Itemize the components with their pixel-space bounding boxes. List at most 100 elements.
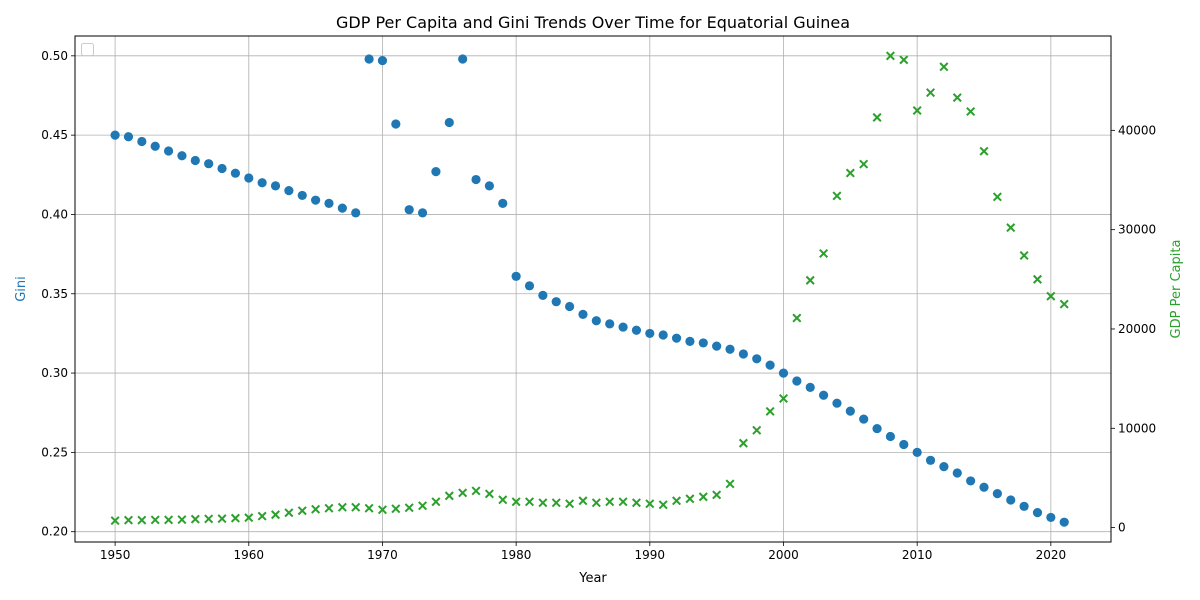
gdp-point: [418, 501, 428, 511]
gini-point: [939, 462, 949, 472]
gini-point: [511, 271, 521, 281]
gdp-point: [631, 498, 641, 508]
gini-point: [1006, 495, 1016, 505]
gini-point: [110, 130, 120, 140]
gini-point: [1059, 517, 1069, 527]
gini-point: [966, 476, 976, 486]
gini-point: [885, 431, 896, 442]
gini-point: [725, 344, 735, 354]
gini-point: [765, 360, 775, 370]
gdp-point: [618, 497, 628, 507]
gdp-point: [458, 488, 468, 498]
gdp-point: [765, 406, 775, 416]
gini-point: [685, 336, 695, 346]
gdp-point: [645, 499, 655, 509]
gini-point: [498, 198, 508, 208]
gini-point: [244, 173, 254, 183]
gini-point: [818, 390, 829, 400]
gdp-point: [284, 508, 294, 518]
gdp-point: [511, 497, 521, 507]
gini-point: [377, 55, 388, 66]
gdp-point: [351, 502, 361, 512]
gdp-point: [698, 492, 708, 502]
gini-point: [925, 455, 936, 465]
gdp-point: [538, 498, 548, 508]
gini-point: [752, 354, 762, 364]
plot-frame: [74, 35, 1112, 543]
gdp-point: [979, 146, 989, 156]
gini-point: [912, 447, 922, 457]
gdp-point: [966, 106, 976, 116]
gdp-point: [939, 62, 949, 72]
gdp-point: [244, 513, 254, 523]
gdp-point: [137, 515, 147, 525]
gdp-point: [578, 496, 588, 506]
gini-point: [671, 333, 682, 343]
gini-point: [524, 281, 535, 291]
gdp-point: [685, 494, 695, 504]
gdp-point: [524, 497, 535, 507]
gini-point: [230, 168, 241, 178]
gini-point: [631, 325, 642, 335]
y-tick-label-left: 0.35: [41, 287, 68, 301]
gini-point: [992, 489, 1002, 499]
gdp-point: [672, 496, 682, 506]
gdp-point: [404, 503, 414, 513]
gdp-point: [230, 513, 240, 523]
gini-point: [217, 163, 227, 174]
gini-point: [578, 309, 588, 319]
x-tick-label: 2020: [1036, 548, 1067, 562]
gini-point: [311, 195, 321, 205]
gini-point: [859, 414, 869, 424]
gdp-point: [778, 393, 788, 404]
gini-point: [337, 203, 347, 213]
gdp-point: [150, 515, 160, 525]
gdp-point: [738, 438, 748, 448]
gini-point: [471, 174, 481, 185]
gdp-point: [1032, 274, 1042, 284]
gdp-point: [177, 515, 187, 525]
grid: [75, 36, 1111, 542]
gdp-point: [1059, 299, 1069, 309]
gdp-point: [444, 491, 454, 501]
gini-point: [712, 341, 722, 351]
gini-point: [404, 205, 414, 215]
gdp-point: [591, 498, 601, 508]
gdp-point: [752, 425, 762, 435]
gini-point: [137, 136, 147, 147]
gini-point: [778, 368, 789, 378]
gdp-point: [912, 105, 922, 115]
gdp-point: [792, 313, 802, 323]
gdp-point: [885, 51, 895, 61]
gini-point: [123, 132, 134, 142]
y-tick-label-left: 0.20: [41, 525, 68, 539]
gdp-point: [324, 503, 334, 513]
gini-point: [391, 119, 401, 129]
gini-point: [845, 406, 855, 416]
gdp-point: [217, 514, 227, 524]
gini-point: [351, 208, 361, 218]
gini-point: [284, 186, 294, 196]
gdp-point: [805, 275, 815, 285]
axis-ticks: 1950 1960 1970 1980 1990 2000 2010 2020 0.20 0.25…: [41, 49, 1156, 562]
gdp-point: [565, 499, 575, 509]
gini-point: [979, 482, 989, 492]
y-tick-label-left: 0.45: [41, 128, 68, 142]
gini-point: [805, 382, 815, 392]
y-tick-label-left: 0.40: [41, 207, 68, 221]
gini-point: [551, 297, 561, 307]
gini-point: [297, 190, 307, 201]
gini-point: [645, 328, 655, 339]
gini-point: [458, 54, 468, 64]
gdp-point: [845, 168, 855, 178]
gini-point: [177, 151, 187, 161]
gini-point: [270, 181, 281, 191]
gdp-point: [725, 479, 735, 489]
gini-point: [431, 167, 441, 177]
gdp-point: [110, 516, 120, 526]
gdp-series: [110, 51, 1069, 526]
y-tick-label-left: 0.30: [41, 366, 68, 380]
gdp-point: [190, 514, 200, 524]
gdp-point: [872, 112, 882, 122]
